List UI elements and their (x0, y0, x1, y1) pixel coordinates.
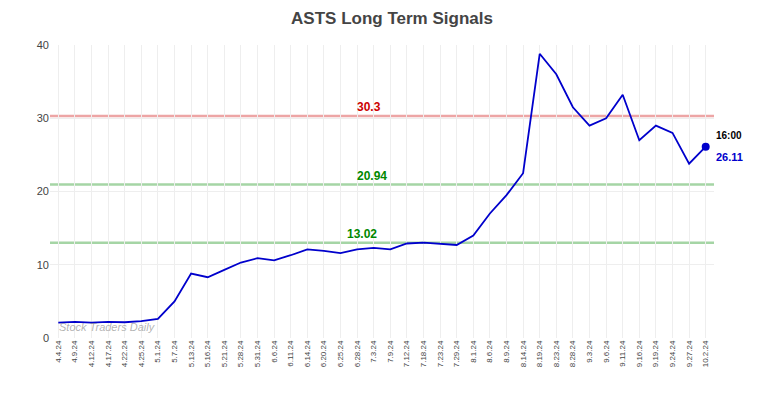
svg-text:ASTS Long Term Signals: ASTS Long Term Signals (291, 9, 493, 28)
svg-text:6.28.24: 6.28.24 (353, 340, 362, 367)
svg-text:9.3.24: 9.3.24 (585, 340, 594, 363)
svg-text:30: 30 (37, 112, 49, 124)
svg-text:7.9.24: 7.9.24 (386, 340, 395, 363)
svg-text:9.24.24: 9.24.24 (668, 340, 677, 367)
svg-text:9.6.24: 9.6.24 (602, 340, 611, 363)
svg-text:8.1.24: 8.1.24 (469, 340, 478, 363)
svg-text:10: 10 (37, 259, 49, 271)
svg-text:7.23.24: 7.23.24 (436, 340, 445, 367)
svg-text:30.3: 30.3 (357, 100, 381, 114)
svg-text:5.31.24: 5.31.24 (253, 340, 262, 367)
svg-text:5.7.24: 5.7.24 (170, 340, 179, 363)
svg-text:8.9.24: 8.9.24 (502, 340, 511, 363)
svg-text:40: 40 (37, 39, 49, 51)
svg-text:4.17.24: 4.17.24 (104, 340, 113, 367)
svg-text:8.19.24: 8.19.24 (535, 340, 544, 367)
svg-text:9.11.24: 9.11.24 (618, 340, 627, 367)
svg-text:6.6.24: 6.6.24 (270, 340, 279, 363)
svg-text:9.16.24: 9.16.24 (635, 340, 644, 367)
svg-text:4.22.24: 4.22.24 (120, 340, 129, 367)
svg-text:20: 20 (37, 185, 49, 197)
svg-text:5.21.24: 5.21.24 (220, 340, 229, 367)
svg-text:7.18.24: 7.18.24 (419, 340, 428, 367)
svg-text:20.94: 20.94 (357, 169, 387, 183)
svg-text:5.1.24: 5.1.24 (154, 340, 163, 363)
svg-text:8.6.24: 8.6.24 (486, 340, 495, 363)
svg-text:6.14.24: 6.14.24 (303, 340, 312, 367)
svg-text:4.25.24: 4.25.24 (137, 340, 146, 367)
svg-text:6.11.24: 6.11.24 (286, 340, 295, 367)
svg-text:7.3.24: 7.3.24 (369, 340, 378, 363)
svg-text:0: 0 (43, 332, 49, 344)
svg-text:8.14.24: 8.14.24 (519, 340, 528, 367)
svg-text:4.9.24: 4.9.24 (71, 340, 80, 363)
svg-text:7.12.24: 7.12.24 (403, 340, 412, 367)
svg-text:4.4.24: 4.4.24 (54, 340, 63, 363)
svg-text:9.27.24: 9.27.24 (685, 340, 694, 367)
svg-text:Stock Traders Daily: Stock Traders Daily (59, 321, 156, 333)
svg-text:9.19.24: 9.19.24 (652, 340, 661, 367)
svg-text:16:00: 16:00 (716, 130, 742, 141)
svg-text:10.2.24: 10.2.24 (701, 340, 710, 367)
svg-text:5.28.24: 5.28.24 (237, 340, 246, 367)
svg-text:13.02: 13.02 (347, 227, 377, 241)
svg-text:7.29.24: 7.29.24 (452, 340, 461, 367)
svg-text:8.28.24: 8.28.24 (569, 340, 578, 367)
svg-text:5.13.24: 5.13.24 (187, 340, 196, 367)
svg-text:6.20.24: 6.20.24 (320, 340, 329, 367)
svg-text:4.12.24: 4.12.24 (87, 340, 96, 367)
svg-text:5.16.24: 5.16.24 (203, 340, 212, 367)
svg-text:8.23.24: 8.23.24 (552, 340, 561, 367)
svg-text:6.25.24: 6.25.24 (336, 340, 345, 367)
svg-text:26.11: 26.11 (716, 151, 743, 163)
